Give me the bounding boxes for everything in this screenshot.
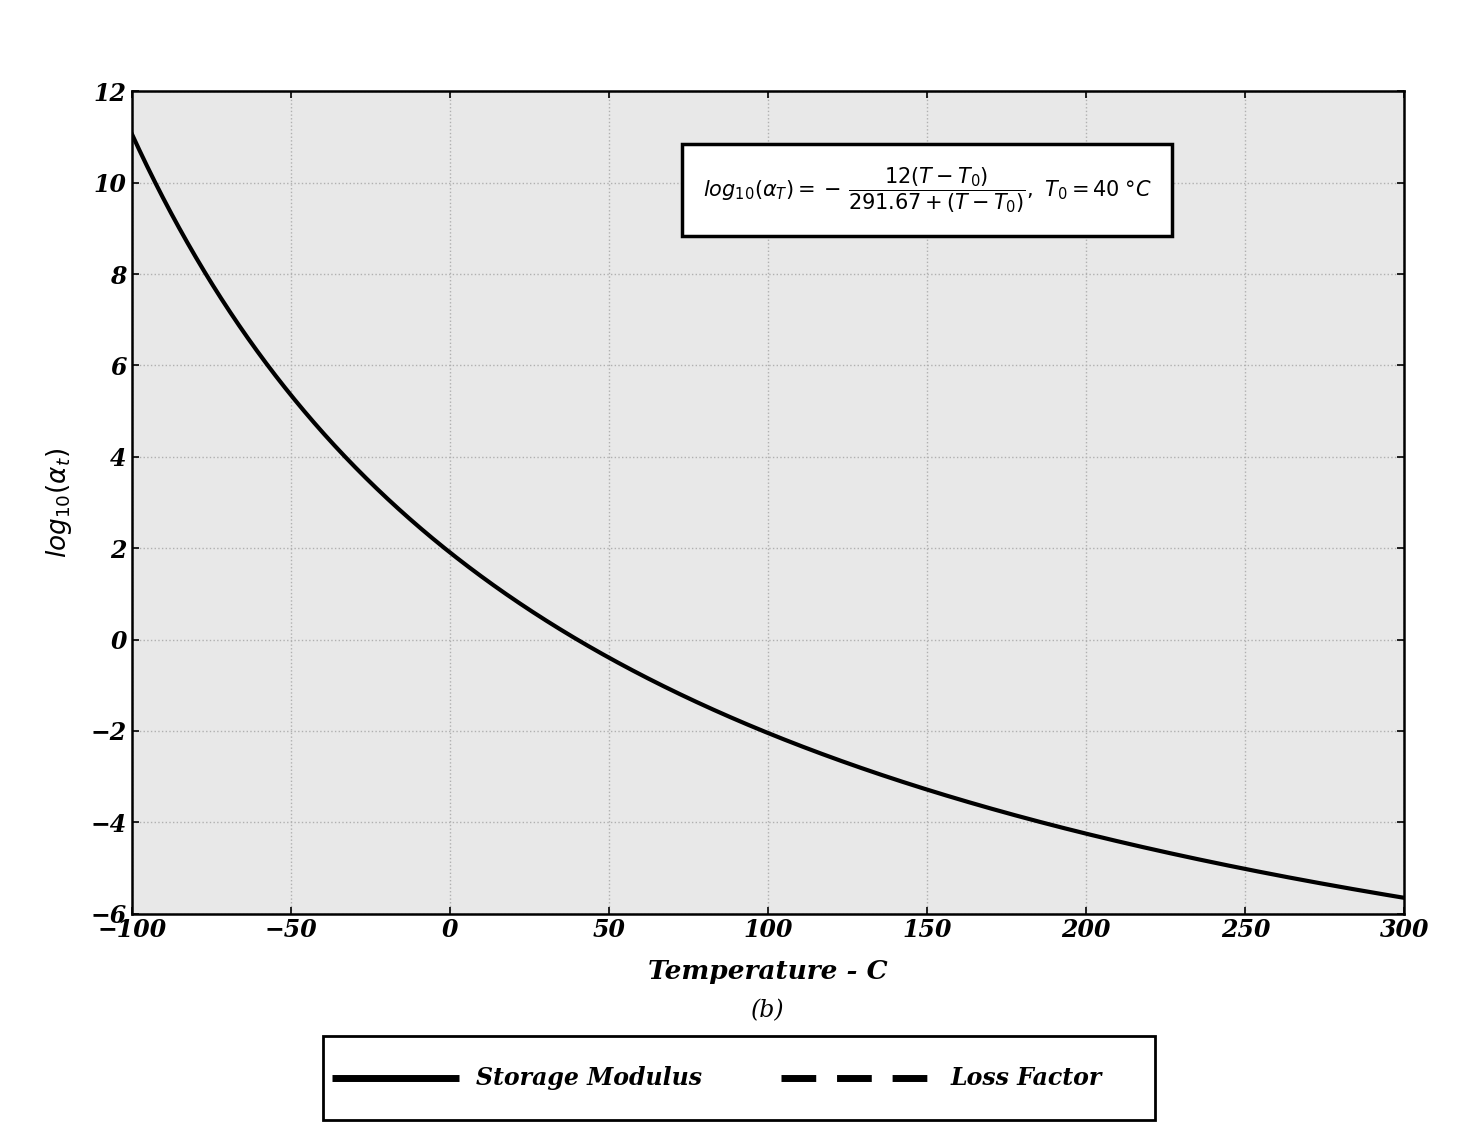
Text: Storage Modulus: Storage Modulus: [475, 1065, 702, 1091]
Y-axis label: $\mathit{log}_{10}(\alpha_t)$: $\mathit{log}_{10}(\alpha_t)$: [44, 448, 75, 557]
Text: $\mathit{log}_{10}(\alpha_T)=-\,\dfrac{12(T-T_0)}{291.67+(T-T_0)}$$\mathit{,}\;\: $\mathit{log}_{10}(\alpha_T)=-\,\dfrac{1…: [702, 166, 1151, 215]
FancyBboxPatch shape: [323, 1036, 1154, 1120]
Text: Loss Factor: Loss Factor: [951, 1065, 1102, 1091]
X-axis label: Temperature - C: Temperature - C: [648, 959, 888, 984]
Text: (b): (b): [752, 999, 784, 1022]
